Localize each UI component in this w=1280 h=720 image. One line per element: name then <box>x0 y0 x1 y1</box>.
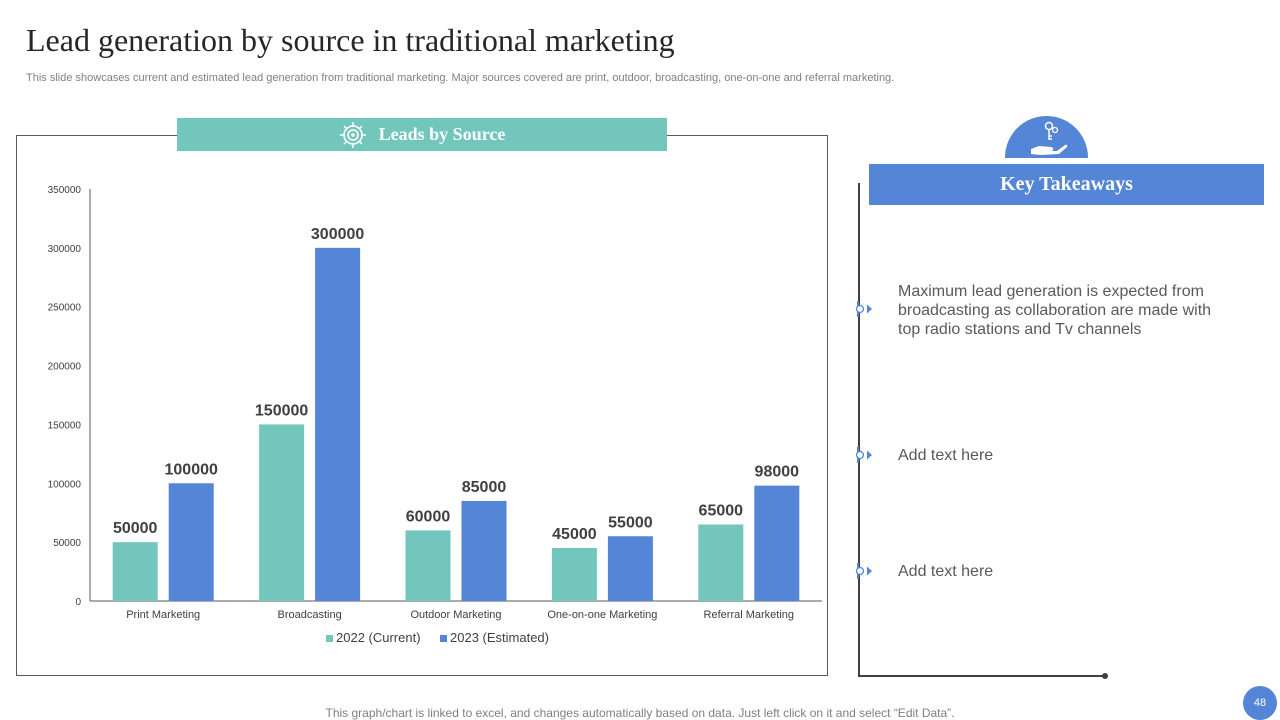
category-label: Referral Marketing <box>704 609 794 621</box>
category-label: Broadcasting <box>277 609 341 621</box>
data-label: 98000 <box>755 464 800 481</box>
y-tick-label: 300000 <box>48 244 82 255</box>
y-tick-label: 0 <box>75 597 81 608</box>
bar <box>461 500 507 601</box>
data-label: 150000 <box>255 402 308 419</box>
footer-note: This graph/chart is linked to excel, and… <box>325 706 955 720</box>
legend-swatch <box>440 635 447 642</box>
data-label: 85000 <box>462 479 507 496</box>
data-label: 300000 <box>311 226 364 243</box>
panel-end-dot <box>1102 673 1108 679</box>
bar-chart: 0 50000 100000 150000 200000 250000 300000 3500… <box>48 185 822 645</box>
takeaway-item: Add text here <box>898 447 994 464</box>
data-label: 60000 <box>406 508 451 525</box>
chart-header: Leads by Source <box>177 118 667 151</box>
badge-divider <box>1000 158 1095 166</box>
category-label: Outdoor Marketing <box>410 609 501 621</box>
slide-title: Lead generation by source in traditional… <box>26 22 675 58</box>
arrow-bullet-icon <box>855 563 872 579</box>
y-tick-label: 250000 <box>48 303 82 314</box>
bar <box>168 483 214 601</box>
bar <box>112 542 158 601</box>
category-label: Print Marketing <box>126 609 200 621</box>
data-label: 65000 <box>699 502 744 519</box>
bar <box>754 485 800 601</box>
legend-swatch <box>326 635 333 642</box>
data-label: 55000 <box>608 514 653 531</box>
data-label: 45000 <box>552 526 597 543</box>
y-tick-label: 50000 <box>53 538 81 549</box>
y-tick-label: 150000 <box>48 420 82 431</box>
chart-header-label: Leads by Source <box>378 124 506 144</box>
bar <box>698 524 744 601</box>
takeaway-item: Maximum lead generation is expected from… <box>898 283 1212 338</box>
y-tick-label: 100000 <box>48 479 82 490</box>
page-number: 48 <box>1243 686 1277 720</box>
slide-subtitle: This slide showcases current and estimat… <box>26 72 895 84</box>
data-label: 50000 <box>113 520 158 537</box>
takeaways-panel-bottom <box>858 675 1106 677</box>
legend-label: 2023 (Estimated) <box>450 630 549 645</box>
data-label: 100000 <box>165 461 218 478</box>
bar <box>551 548 597 601</box>
y-tick-label: 350000 <box>48 185 82 196</box>
bar <box>405 530 451 601</box>
takeaway-item: Add text here <box>898 563 994 580</box>
category-label: One-on-one Marketing <box>547 609 657 621</box>
takeaways-panel-line <box>858 183 860 676</box>
arrow-bullet-icon <box>855 447 872 463</box>
legend-label: 2022 (Current) <box>336 630 421 645</box>
bar <box>315 247 361 601</box>
y-tick-label: 200000 <box>48 362 82 373</box>
bar <box>259 424 305 601</box>
bar <box>607 536 653 601</box>
target-icon <box>339 121 366 148</box>
key-takeaways-header: Key Takeaways <box>869 164 1264 205</box>
arrow-bullet-icon <box>855 301 872 317</box>
hand-key-icon <box>1031 121 1068 155</box>
